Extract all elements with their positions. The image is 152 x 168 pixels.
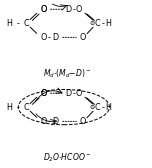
Text: -: - <box>48 117 51 126</box>
Text: O: O <box>40 89 47 98</box>
Text: C: C <box>94 103 100 112</box>
Text: $\ominus$: $\ominus$ <box>89 19 95 27</box>
Text: -: - <box>102 103 104 112</box>
Text: C: C <box>24 19 29 28</box>
Text: -: - <box>17 19 20 28</box>
Text: -: - <box>72 5 75 14</box>
Text: O: O <box>40 33 47 42</box>
Text: D: D <box>52 33 59 42</box>
Text: O: O <box>40 89 47 98</box>
Text: -: - <box>102 19 104 28</box>
Text: H: H <box>106 103 112 112</box>
Text: D: D <box>65 89 71 98</box>
Text: O: O <box>76 89 82 98</box>
Text: O: O <box>40 5 47 14</box>
Text: H: H <box>106 19 112 28</box>
Text: O: O <box>76 5 82 14</box>
Text: -: - <box>72 89 75 98</box>
Text: O: O <box>80 117 86 126</box>
Text: H: H <box>6 19 12 28</box>
Text: C: C <box>94 19 100 28</box>
Text: $M_d{\cdot}(M_d{-}D)^-$: $M_d{\cdot}(M_d{-}D)^-$ <box>43 68 91 80</box>
Text: D: D <box>52 117 59 126</box>
Text: -: - <box>48 33 51 42</box>
Text: C: C <box>24 103 29 112</box>
Text: H: H <box>6 103 12 112</box>
Text: O: O <box>40 5 47 14</box>
Text: D: D <box>65 5 71 14</box>
Text: O: O <box>40 117 47 126</box>
Text: -: - <box>17 103 20 112</box>
Text: O: O <box>80 33 86 42</box>
Text: $D_2O{\cdot}HCOO^-$: $D_2O{\cdot}HCOO^-$ <box>43 152 91 164</box>
Text: $\ominus$: $\ominus$ <box>89 103 95 111</box>
